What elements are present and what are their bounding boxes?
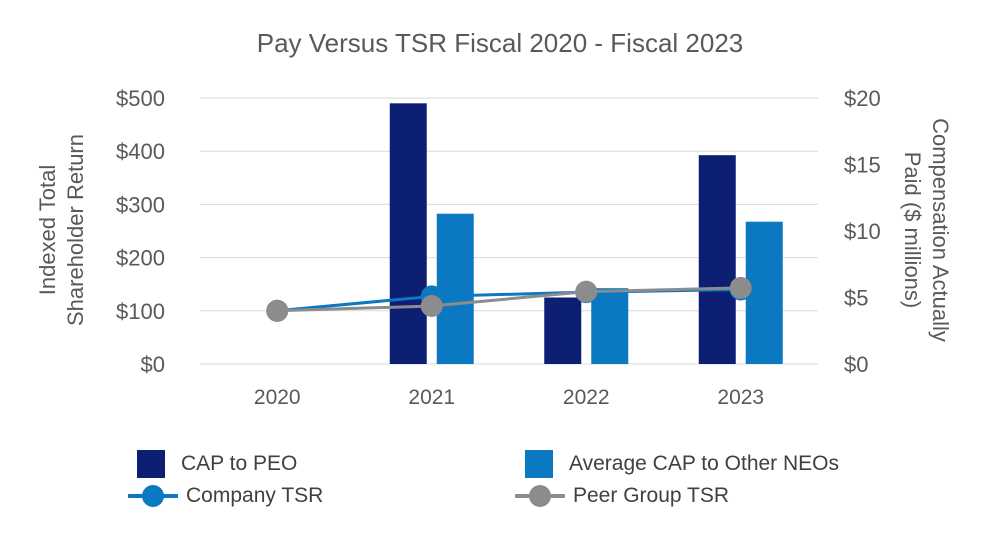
x-tick-label-2021: 2021 [408,386,455,409]
point-peer-tsr-2022 [575,280,598,303]
x-tick-label-2020: 2020 [254,386,301,409]
x-tick-label-2023: 2023 [717,386,764,409]
bar-avg-cap-neos-2022 [591,288,629,364]
left-tick-label-2: $200 [116,246,165,271]
x-tick-label-2022: 2022 [563,386,610,409]
bar-cap-peo-2023 [698,155,736,364]
left-tick-label-3: $300 [116,192,165,217]
point-peer-tsr-2021 [420,295,443,318]
chart-title: Pay Versus TSR Fiscal 2020 - Fiscal 2023 [256,28,744,58]
point-peer-tsr-2023 [729,276,752,299]
right-tick-label-2: $10 [844,219,881,244]
right-tick-label-0: $0 [844,352,868,377]
bar-avg-cap-neos-2023 [745,221,783,364]
right-tick-label-1: $5 [844,286,868,311]
line-peer-tsr [277,286,741,313]
left-tick-label-5: $500 [116,86,165,111]
bar-cap-peo-2021 [389,103,427,364]
bar-cap-peo-2022 [544,297,582,364]
bar-avg-cap-neos-2021 [436,213,474,364]
right-tick-label-4: $20 [844,86,881,111]
point-peer-tsr-2020 [266,299,289,322]
left-tick-label-1: $100 [116,299,165,324]
left-tick-label-4: $400 [116,139,165,164]
right-tick-label-3: $15 [844,153,881,178]
left-tick-label-0: $0 [141,352,165,377]
